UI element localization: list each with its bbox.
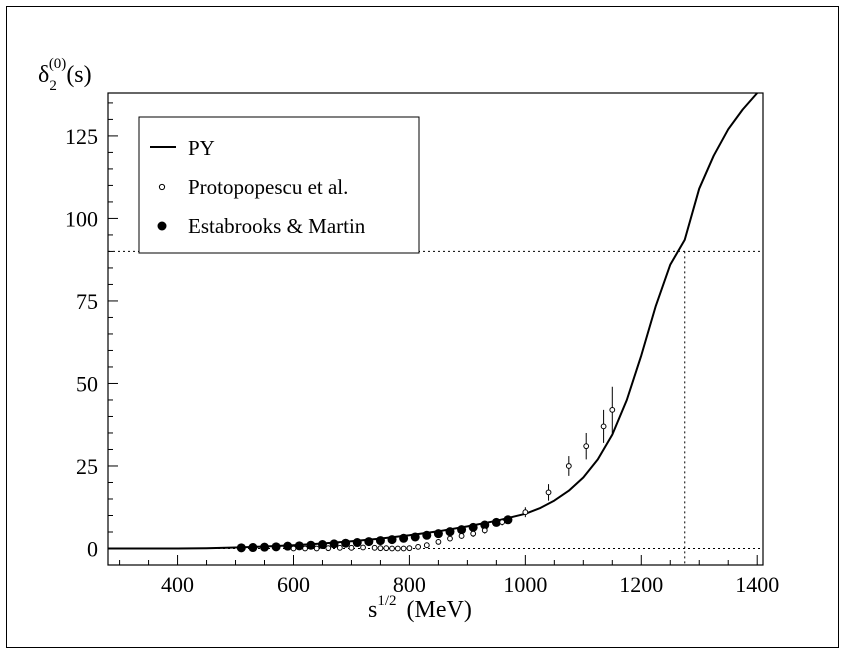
data-point-estabrooks [491, 517, 501, 527]
x-tick-label: 800 [393, 572, 426, 597]
data-point-estabrooks [283, 541, 293, 551]
data-point-estabrooks [317, 540, 327, 550]
data-point-estabrooks [445, 527, 455, 537]
data-point-estabrooks [503, 515, 513, 525]
data-point-protopopescu [394, 545, 401, 552]
legend-filled-circle-swatch [157, 221, 167, 231]
data-point-estabrooks [387, 535, 397, 545]
data-point-protopopescu [371, 544, 378, 551]
plot-area [108, 92, 763, 565]
data-point-protopopescu [389, 545, 395, 552]
data-point-protopopescu [565, 463, 572, 469]
data-point-protopopescu [336, 544, 343, 551]
data-point-protopopescu [377, 545, 384, 552]
data-point-estabrooks [271, 542, 281, 552]
data-point-estabrooks [341, 538, 351, 548]
data-point-estabrooks [480, 520, 490, 530]
x-tick-label: 400 [161, 572, 194, 597]
data-point-estabrooks [410, 532, 420, 542]
data-point-protopopescu [600, 423, 607, 430]
data-point-estabrooks [260, 542, 270, 552]
data-point-protopopescu [400, 545, 407, 552]
data-point-protopopescu [423, 542, 430, 549]
data-point-protopopescu [470, 530, 477, 537]
data-point-estabrooks [294, 541, 304, 551]
legend-label-estabrooks: Estabrooks & Martin [188, 214, 366, 238]
y-tick-label: 25 [76, 454, 98, 479]
data-point-estabrooks [248, 543, 258, 553]
data-point-estabrooks [468, 522, 478, 532]
y-axis-label: δ2(0)(s) [38, 56, 92, 94]
data-point-protopopescu [360, 544, 366, 551]
data-point-protopopescu [406, 545, 413, 552]
data-point-protopopescu [290, 545, 297, 552]
x-tick-label: 1000 [503, 572, 547, 597]
data-point-estabrooks [433, 529, 443, 539]
data-point-protopopescu [447, 535, 453, 542]
y-tick-label: 75 [76, 289, 98, 314]
data-point-estabrooks [399, 533, 409, 543]
legend-box [138, 116, 420, 254]
axis-frame [107, 92, 764, 566]
data-point-protopopescu [325, 545, 332, 552]
legend-open-circle-swatch [158, 183, 166, 191]
legend: PY Protopopescu et al. Estabrooks & Mart… [138, 116, 420, 254]
figure-frame [6, 6, 839, 648]
data-point-protopopescu [499, 519, 506, 525]
x-tick-label: 1400 [735, 572, 779, 597]
data-point-protopopescu [435, 538, 442, 545]
data-point-estabrooks [364, 537, 374, 547]
data-point-protopopescu [458, 533, 465, 539]
data-point-protopopescu [383, 545, 390, 552]
data-point-protopopescu [313, 545, 320, 552]
data-point-protopopescu [583, 443, 590, 450]
x-tick-label: 1200 [619, 572, 663, 597]
y-tick-label: 50 [76, 371, 98, 396]
y-tick-label: 0 [87, 536, 98, 561]
data-point-protopopescu [348, 544, 355, 551]
data-point-estabrooks [329, 539, 339, 549]
data-point-estabrooks [306, 540, 316, 550]
y-tick-label: 125 [65, 124, 98, 149]
data-point-estabrooks [422, 530, 432, 540]
data-point-estabrooks [457, 525, 467, 535]
data-point-estabrooks [352, 538, 362, 548]
data-point-protopopescu [522, 509, 529, 516]
data-point-estabrooks [375, 536, 385, 546]
legend-label-protopopescu: Protopopescu et al. [188, 175, 348, 199]
data-point-protopopescu [302, 545, 308, 552]
x-tick-label: 600 [277, 572, 310, 597]
data-point-protopopescu [609, 406, 616, 413]
data-point-protopopescu [481, 527, 488, 534]
y-tick-label: 100 [65, 206, 98, 231]
x-axis-label: s1/2 (MeV) [368, 593, 472, 623]
data-point-estabrooks [236, 543, 246, 553]
legend-label-py: PY [188, 136, 215, 160]
data-point-protopopescu [415, 543, 422, 550]
axes: 400 600 800 1000 1200 1400 0 25 50 75 100 125 [65, 92, 779, 597]
data-point-protopopescu [545, 489, 552, 496]
